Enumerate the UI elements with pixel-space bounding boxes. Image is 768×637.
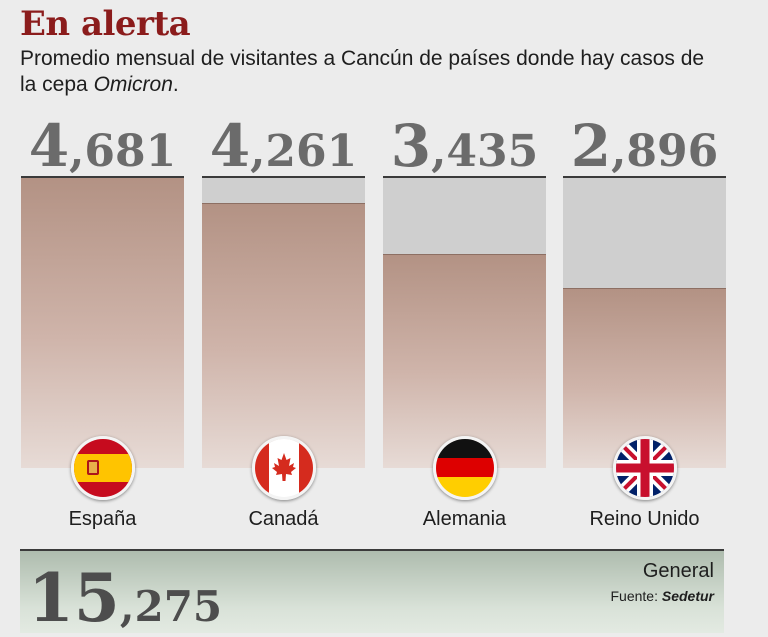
canada-flag-icon	[251, 436, 316, 500]
subtitle-end: .	[172, 73, 179, 96]
category-label-1: España	[68, 508, 137, 530]
source-prefix: Fuente:	[610, 588, 658, 604]
chart-subtitle: Promedio mensual de visitantes a Cancún …	[20, 46, 720, 98]
subtitle-text: Promedio mensual de visitantes a Cancún …	[20, 47, 705, 96]
bar-1	[21, 178, 184, 468]
total-value-rest: ,275	[119, 582, 223, 631]
bar-track-1	[21, 176, 184, 468]
total-value: 15,275	[28, 559, 222, 637]
source-credit: Fuente: Sedetur	[611, 588, 715, 604]
germany-flag-icon	[432, 436, 497, 500]
category-label-4: Reino Unido	[589, 508, 700, 530]
value-label-1: 4,681	[18, 112, 188, 180]
category-label-2: Canadá	[248, 508, 319, 530]
value-label-rest: ,896	[611, 126, 719, 177]
source-name: Sedetur	[661, 588, 714, 604]
bar-chart: 4,681 España 4,261 Canadá 3,435 Alemania 2,896…	[18, 112, 730, 530]
value-label-lead: 3	[390, 112, 432, 180]
value-label-lead: 4	[28, 112, 70, 180]
value-label-3: 3,435	[380, 112, 550, 180]
total-label: General	[642, 560, 714, 582]
value-label-2: 4,261	[199, 112, 369, 180]
category-label-3: Alemania	[422, 508, 507, 530]
chart-title: En alerta	[20, 4, 191, 44]
bar-track-3	[383, 176, 546, 468]
total-value-lead: 15	[28, 559, 120, 637]
subtitle-italic: Omicron	[93, 73, 173, 96]
bar-2	[202, 203, 365, 468]
value-label-rest: ,261	[250, 126, 358, 177]
total-panel: 15,275 General Fuente: Sedetur	[20, 549, 724, 637]
value-label-lead: 2	[570, 112, 612, 180]
bar-track-2	[202, 176, 365, 468]
value-label-lead: 4	[209, 112, 251, 180]
value-label-4: 2,896	[560, 112, 730, 180]
bar-3	[383, 254, 546, 468]
value-label-rest: ,435	[431, 126, 539, 177]
spain-flag-icon	[70, 436, 135, 500]
value-label-rest: ,681	[69, 126, 177, 177]
bar-track-4	[563, 176, 726, 468]
uk-flag-icon	[612, 436, 677, 500]
